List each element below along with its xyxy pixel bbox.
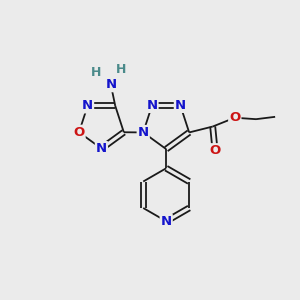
- Text: N: N: [146, 99, 158, 112]
- Text: N: N: [96, 142, 107, 155]
- Text: O: O: [209, 144, 221, 157]
- Text: H: H: [91, 66, 101, 79]
- Text: H: H: [116, 64, 126, 76]
- Text: N: N: [175, 99, 186, 112]
- Text: O: O: [74, 126, 85, 139]
- Text: N: N: [138, 126, 149, 139]
- Text: O: O: [229, 111, 240, 124]
- Text: N: N: [82, 99, 93, 112]
- Text: N: N: [105, 78, 116, 91]
- Text: N: N: [160, 215, 172, 228]
